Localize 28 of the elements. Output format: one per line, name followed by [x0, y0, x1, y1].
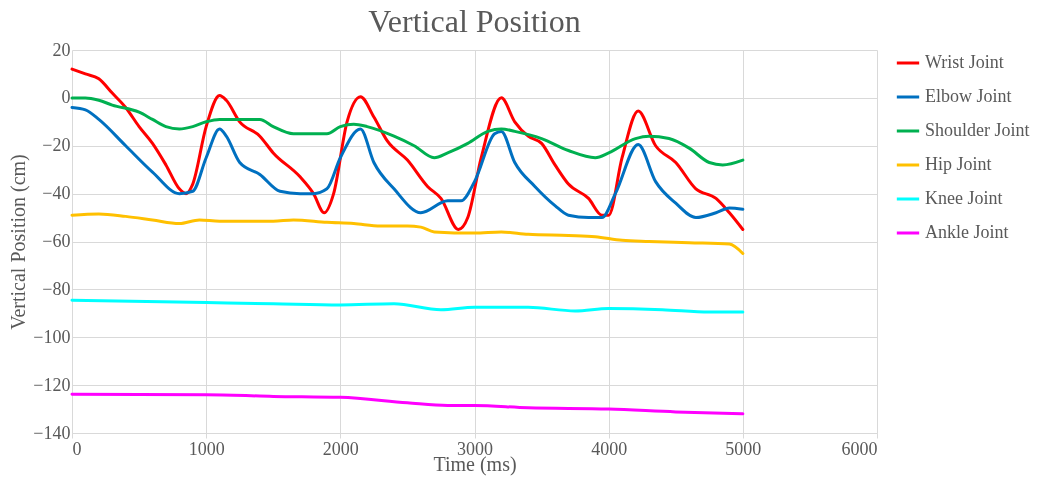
- y-tick-label: −60: [42, 231, 71, 251]
- line-series: [70, 105, 745, 220]
- line-series: [70, 298, 745, 314]
- legend-label: Wrist Joint: [925, 52, 1004, 72]
- x-tick-label: 5000: [725, 438, 762, 459]
- legend-label: Ankle Joint: [925, 222, 1009, 242]
- legend-label: Hip Joint: [925, 154, 992, 174]
- x-tick-label: 2000: [322, 438, 359, 459]
- y-tick-label: 20: [52, 39, 71, 60]
- line-series: [70, 67, 745, 232]
- y-tick-label: −140: [33, 422, 71, 443]
- y-tick-label: 0: [61, 87, 71, 108]
- y-tick-label: −120: [33, 374, 71, 395]
- y-tick-label: −20: [42, 135, 71, 156]
- x-tick-label: 4000: [591, 438, 628, 459]
- chart-title: Vertical Position: [368, 3, 581, 39]
- x-tick-label: 6000: [841, 438, 878, 459]
- line-series: [70, 392, 745, 416]
- x-tick-label: 1000: [188, 438, 225, 459]
- line-series: [70, 96, 745, 167]
- legend-label: Knee Joint: [925, 188, 1003, 208]
- legend-label: Shoulder Joint: [925, 120, 1030, 140]
- legend-label: Elbow Joint: [925, 86, 1012, 106]
- y-tick-label: −100: [33, 326, 71, 347]
- line-series: [70, 212, 745, 255]
- y-tick-label: −40: [42, 183, 71, 204]
- y-tick-label: −80: [42, 278, 71, 299]
- y-axis-title: Vertical Position (cm): [7, 154, 31, 330]
